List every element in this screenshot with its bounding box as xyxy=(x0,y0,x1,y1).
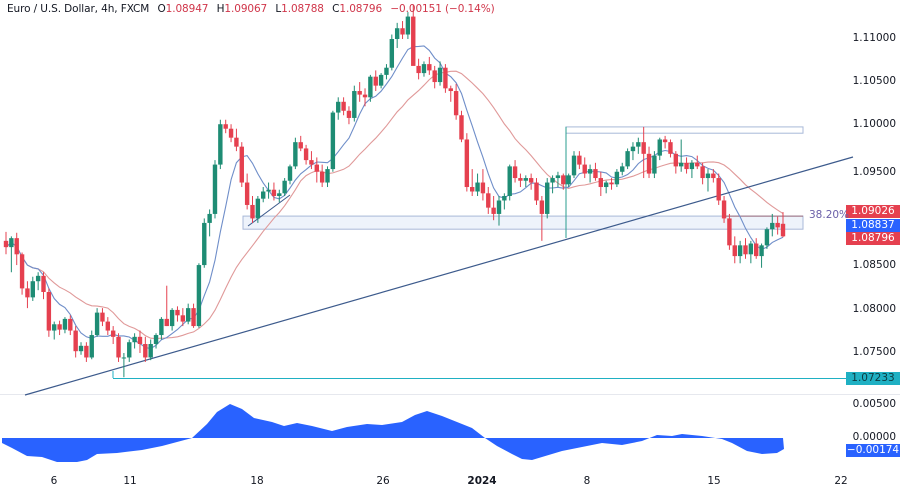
close-value: 1.08796 xyxy=(339,3,383,15)
price-label: 1.09500 xyxy=(852,166,896,178)
candlesticks xyxy=(3,4,786,378)
high-key: H xyxy=(216,3,225,15)
price-label: 1.11000 xyxy=(852,32,896,44)
oscillator-label: 0.00500 xyxy=(852,398,896,410)
oscillator-area xyxy=(2,404,784,462)
symbol-legend[interactable]: Euro / U.S. Dollar, 4h, FXCM O1.08947 H1… xyxy=(7,3,495,15)
price-tag: 1.08796 xyxy=(846,232,900,245)
support-price-tag: 1.07233 xyxy=(846,372,900,385)
range-box[interactable] xyxy=(565,126,804,238)
support-line[interactable] xyxy=(112,370,852,379)
time-label: 18 xyxy=(250,475,264,487)
price-label: 1.10000 xyxy=(852,118,896,130)
time-label: 8 xyxy=(583,475,591,487)
resistance-zone[interactable] xyxy=(242,215,804,230)
time-label: 2024 xyxy=(467,475,497,487)
price-label: 1.08000 xyxy=(852,303,896,315)
price-tag: 1.09026 xyxy=(846,205,900,218)
change-value: −0.00151 (−0.14%) xyxy=(390,3,495,15)
price-label: 1.10500 xyxy=(852,75,896,87)
slow-moving-average xyxy=(5,70,784,340)
price-label: 1.07500 xyxy=(852,346,896,358)
time-label: 22 xyxy=(834,475,848,487)
low-key: L xyxy=(275,3,282,15)
time-label: 11 xyxy=(123,475,137,487)
open-key: O xyxy=(157,3,166,15)
high-value: 1.09067 xyxy=(224,3,268,15)
trendline[interactable] xyxy=(24,156,854,396)
fib-level-label: 38.20% xyxy=(809,209,850,221)
open-value: 1.08947 xyxy=(165,3,209,15)
price-tag: 1.08837 xyxy=(846,219,900,232)
time-label: 15 xyxy=(707,475,721,487)
time-label: 26 xyxy=(376,475,390,487)
time-label: 6 xyxy=(50,475,58,487)
fast-moving-average xyxy=(5,45,784,350)
symbol-title: Euro / U.S. Dollar, 4h, FXCM xyxy=(7,3,150,15)
oscillator-label: 0.00000 xyxy=(852,431,896,443)
oscillator-current-tag: −0.00174 xyxy=(846,444,900,457)
close-key: C xyxy=(332,3,340,15)
low-value: 1.08788 xyxy=(281,3,324,15)
price-label: 1.08500 xyxy=(852,259,896,271)
